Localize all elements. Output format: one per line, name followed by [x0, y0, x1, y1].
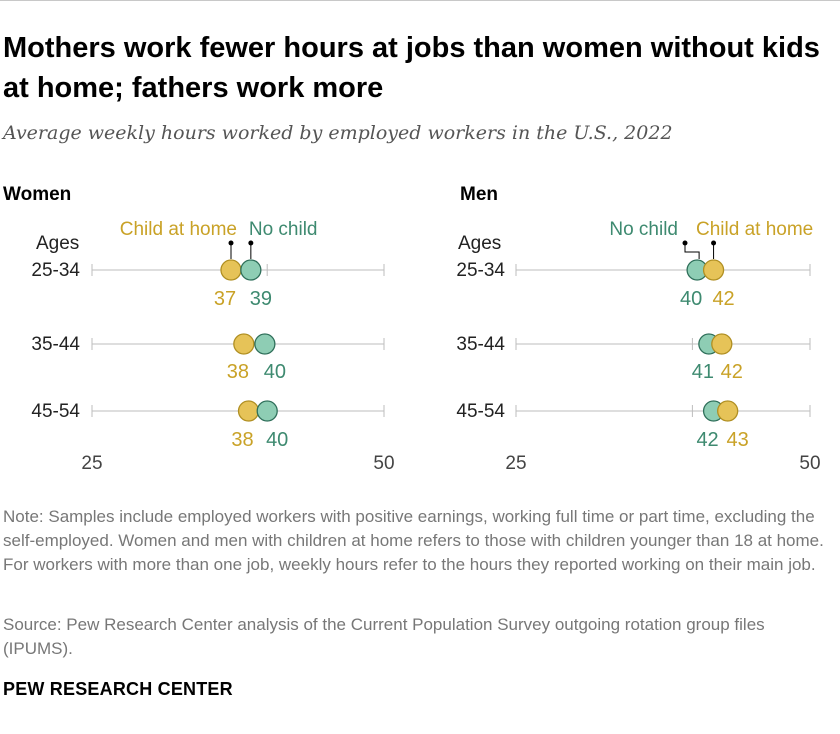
- men-child-at-home-value: 43: [727, 429, 749, 451]
- women-child-at-home-dot: [220, 259, 242, 281]
- men-callout-dot: [682, 240, 688, 246]
- top-rule: [0, 0, 840, 1]
- dot-plot-chart: Women Ages 25-34 37 39 35-44 38 40 45-54 38 40 Chil…: [3, 184, 821, 474]
- women-child-at-home-value: 38: [231, 429, 253, 451]
- women-no-child-value: 39: [250, 288, 272, 310]
- women-no-child-dot: [254, 333, 276, 355]
- men-panel-title: Men: [460, 184, 498, 205]
- men-child-at-home-dot: [711, 333, 733, 355]
- women-ages-header: Ages: [36, 233, 79, 254]
- pew-research-center-logo: PEW RESEARCH CENTER: [3, 679, 233, 699]
- women-panel-title: Women: [3, 184, 71, 205]
- men-child-at-home-dot: [717, 400, 739, 422]
- men-callout-line: [684, 243, 700, 259]
- women-row-label: 35-44: [31, 334, 80, 355]
- women-legend-child-at-home: Child at home: [120, 219, 237, 240]
- men-child-at-home-value: 42: [721, 361, 743, 383]
- men-x-tick-label: 50: [799, 453, 820, 474]
- men-no-child-value: 42: [696, 429, 718, 451]
- women-row-label: 25-34: [31, 260, 80, 281]
- chart-source: Source: Pew Research Center analysis of …: [3, 615, 765, 658]
- men-row-label: 45-54: [456, 401, 505, 422]
- women-child-at-home-value: 38: [227, 361, 249, 383]
- women-no-child-value: 40: [266, 429, 288, 451]
- men-child-at-home-value: 42: [712, 288, 734, 310]
- women-legend-no-child: No child: [249, 219, 318, 240]
- women-child-at-home-value: 37: [214, 288, 236, 310]
- men-no-child-value: 41: [692, 361, 714, 383]
- men-legend-no-child: No child: [609, 219, 678, 240]
- chart-title: Mothers work fewer hours at jobs than wo…: [3, 32, 820, 104]
- chart-note: Note: Samples include employed workers w…: [3, 507, 824, 574]
- men-child-at-home-dot: [702, 259, 725, 281]
- men-callout-dot: [711, 240, 717, 246]
- men-legend-child-at-home: Child at home: [696, 219, 813, 240]
- women-child-at-home-dot: [237, 400, 260, 422]
- chart-subtitle: Average weekly hours worked by employed …: [3, 122, 673, 144]
- men-row-label: 25-34: [456, 260, 505, 281]
- women-row-label: 45-54: [31, 401, 80, 422]
- women-callout-dot: [228, 240, 234, 246]
- women-child-at-home-dot: [233, 333, 255, 355]
- women-no-child-value: 40: [264, 361, 286, 383]
- women-no-child-dot: [240, 259, 262, 281]
- women-no-child-dot: [256, 400, 278, 422]
- men-row-label: 35-44: [456, 334, 505, 355]
- women-x-tick-label: 50: [373, 453, 394, 474]
- men-no-child-value: 40: [680, 288, 702, 310]
- men-x-tick-label: 25: [505, 453, 526, 474]
- women-x-tick-label: 25: [81, 453, 102, 474]
- men-ages-header: Ages: [458, 233, 501, 254]
- women-callout-dot: [248, 240, 254, 246]
